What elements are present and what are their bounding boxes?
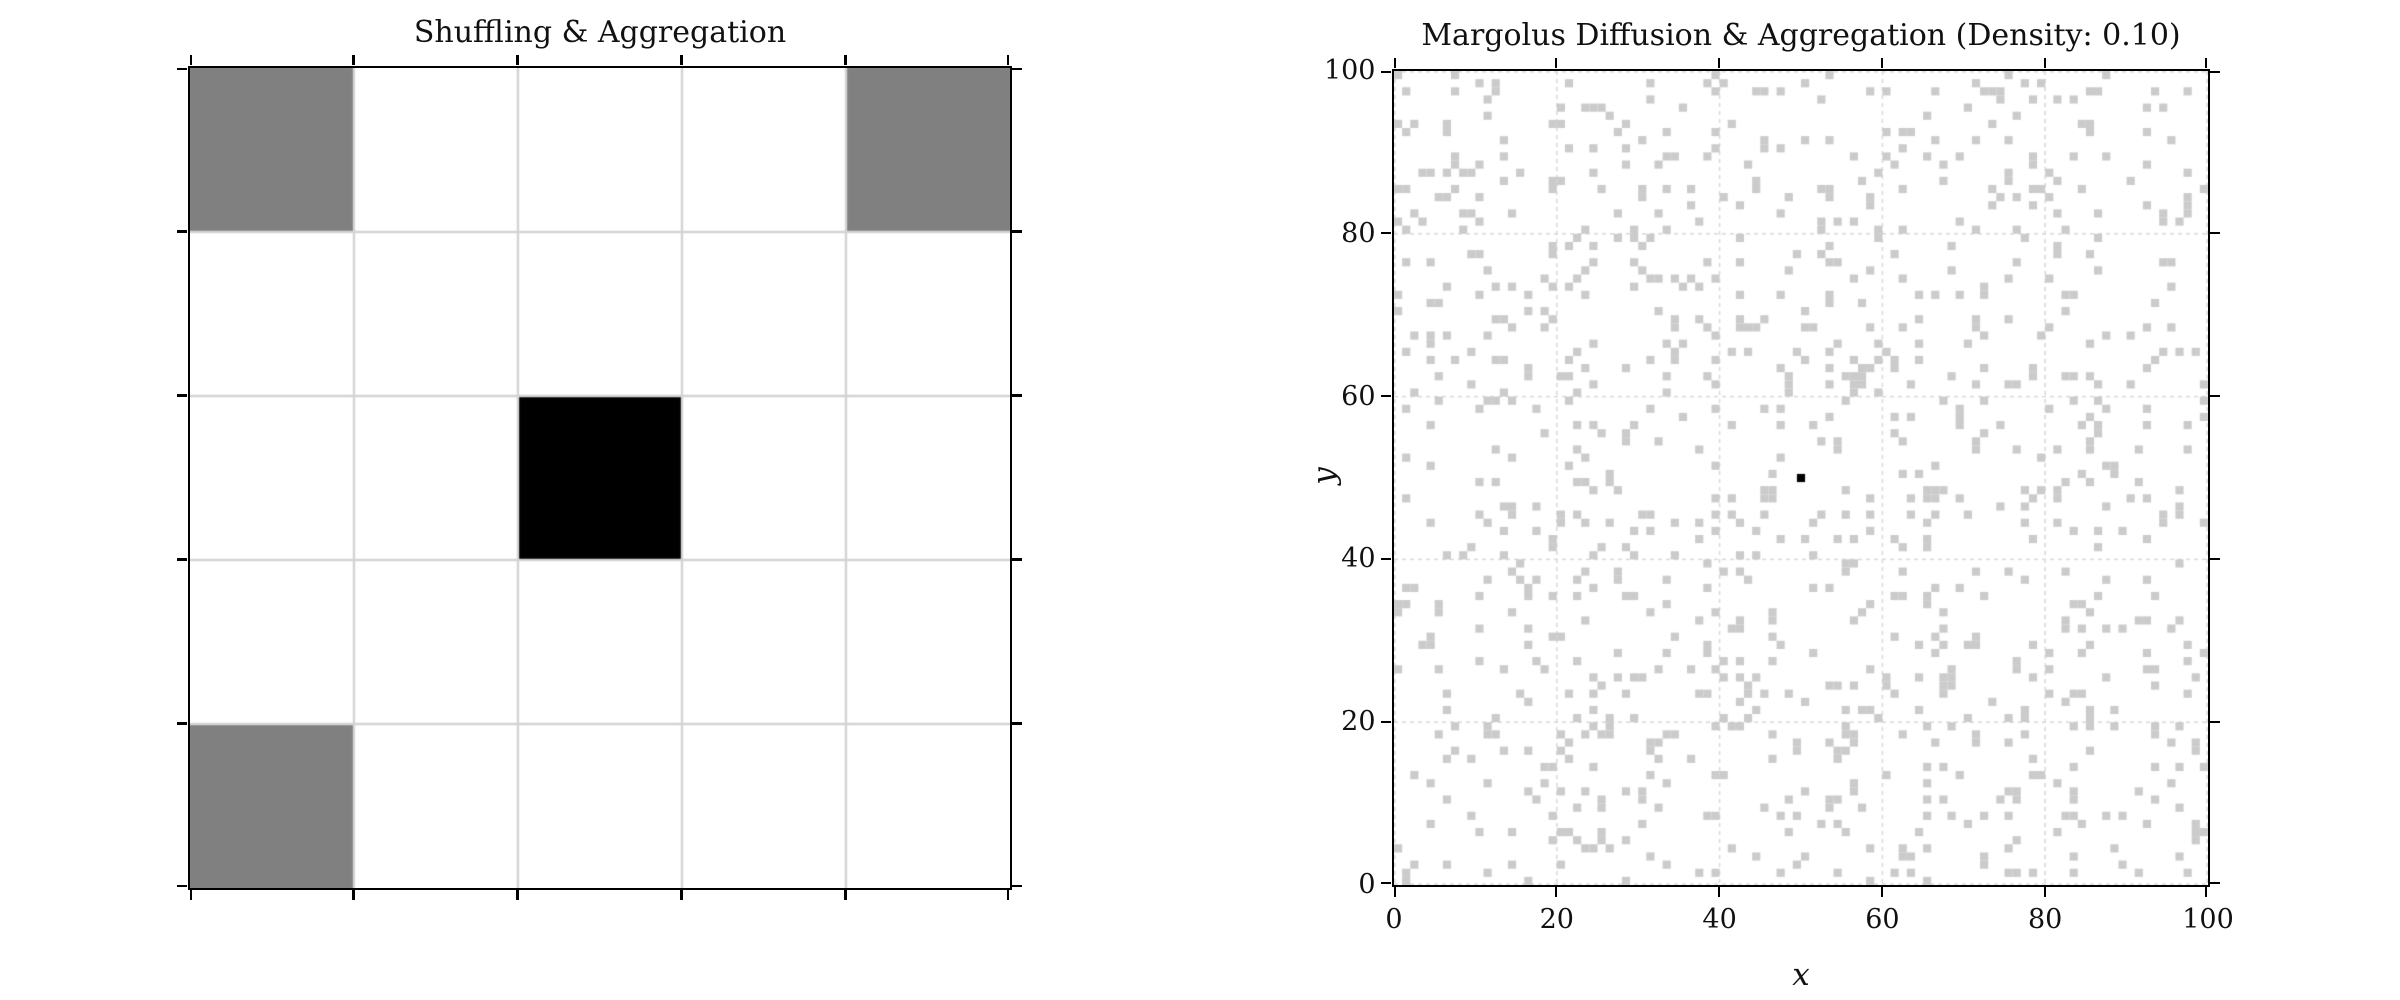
tick-mark [2210, 70, 2220, 73]
tick-mark [189, 890, 192, 900]
y-tick-label: 100 [1323, 55, 1376, 86]
tick-mark [189, 55, 192, 65]
tick-mark [177, 722, 187, 725]
y-tick-label: 20 [1341, 706, 1376, 738]
tick-mark [1012, 722, 1022, 725]
tick-mark [1012, 885, 1022, 888]
right-chart-title: Margolus Diffusion & Aggregation (Densit… [1421, 18, 2181, 53]
tick-mark [352, 890, 355, 900]
tick-mark [1381, 394, 1391, 398]
tick-mark [2043, 58, 2046, 68]
tick-mark [844, 55, 847, 65]
tick-mark [1012, 67, 1022, 70]
tick-mark [1007, 55, 1010, 65]
tick-mark [1555, 887, 1558, 897]
y-tick-label: 80 [1341, 217, 1376, 249]
x-tick-label: 20 [1539, 903, 1574, 935]
margolus-raster-canvas [1393, 70, 2208, 885]
tick-mark [2210, 394, 2220, 398]
tick-mark [1880, 887, 1884, 897]
x-tick-label: 40 [1702, 903, 1737, 935]
tick-mark [1381, 70, 1391, 73]
tick-mark [1012, 558, 1022, 561]
tick-mark [177, 230, 187, 233]
tick-mark [1393, 887, 1396, 897]
shuffling-grid-canvas [189, 67, 1010, 888]
tick-mark [2205, 58, 2208, 68]
tick-mark [2043, 887, 2046, 897]
tick-mark [1007, 890, 1010, 900]
tick-mark [1381, 557, 1391, 561]
x-tick-label: 0 [1385, 903, 1403, 935]
tick-mark [844, 890, 847, 900]
tick-mark [2210, 720, 2220, 723]
tick-mark [680, 890, 683, 900]
tick-mark [352, 55, 355, 65]
tick-mark [177, 67, 187, 70]
tick-mark [2205, 887, 2208, 897]
tick-mark [177, 558, 187, 561]
x-tick-label: 80 [2028, 903, 2063, 935]
tick-mark [1012, 394, 1022, 397]
tick-mark [516, 55, 519, 65]
tick-mark [516, 890, 519, 900]
tick-mark [1717, 58, 1721, 68]
tick-mark [2210, 232, 2220, 235]
x-tick-label: 100 [2182, 903, 2234, 935]
tick-mark [1381, 882, 1391, 885]
tick-mark [1555, 58, 1558, 68]
tick-mark [1381, 232, 1391, 235]
x-axis-label: x [1792, 957, 1810, 993]
y-tick-label: 40 [1341, 543, 1376, 575]
tick-mark [177, 885, 187, 888]
tick-mark [1381, 720, 1391, 723]
tick-mark [2210, 557, 2220, 561]
left-chart-title: Shuffling & Aggregation [413, 15, 787, 50]
x-tick-label: 60 [1865, 903, 1900, 935]
tick-mark [1717, 887, 1721, 897]
y-tick-label: 60 [1341, 380, 1376, 412]
y-axis-label: y [1306, 467, 1342, 485]
right-axes [1381, 58, 2220, 897]
left-axes [177, 55, 1022, 900]
tick-mark [1012, 230, 1022, 233]
tick-mark [2210, 882, 2220, 885]
tick-mark [680, 55, 683, 65]
y-tick-label: 0 [1358, 869, 1376, 900]
tick-mark [177, 394, 187, 397]
tick-mark [1880, 58, 1884, 68]
tick-mark [1393, 58, 1396, 68]
